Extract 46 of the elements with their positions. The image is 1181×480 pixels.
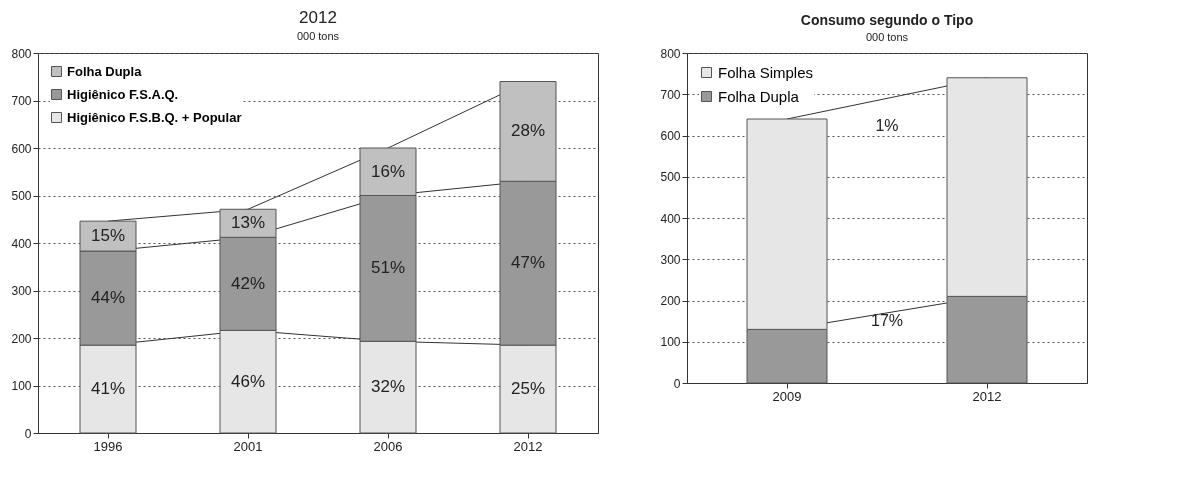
annotation: 17%: [870, 311, 904, 329]
x-tick-label: 2009: [772, 388, 802, 404]
x-tick-label: 1996: [93, 438, 123, 454]
y-tick-label: 700: [660, 87, 681, 102]
legend-label: Folha Simples: [718, 63, 814, 81]
annotation: 42%: [230, 273, 266, 293]
y-tick-label: 300: [660, 252, 681, 267]
chart-title: Consumo segundo o Tipo: [800, 12, 974, 28]
y-tick-label: 100: [11, 379, 32, 393]
annotation: 16%: [370, 161, 406, 181]
y-tick-label: 500: [660, 170, 681, 185]
y-tick-label: 0: [673, 376, 681, 391]
y-tick-label: 400: [11, 236, 32, 251]
y-axis-title: 000 tons: [296, 30, 340, 42]
annotation: 28%: [510, 121, 546, 141]
y-axis-title: 000 tons: [865, 31, 909, 43]
legend-label: Folha Dupla: [718, 87, 800, 105]
y-tick-label: 600: [660, 129, 681, 143]
annotation: 32%: [370, 377, 406, 397]
y-tick-label: 500: [11, 189, 32, 203]
annotation: 51%: [370, 258, 406, 278]
legend-label: Folha Dupla: [67, 63, 143, 79]
legend-label: Higiênico F.S.A.Q.: [67, 86, 179, 102]
y-tick-label: 300: [11, 284, 32, 298]
chart-title: 2012: [299, 8, 337, 27]
y-tick-label: 700: [11, 94, 32, 108]
annotation: 41%: [90, 379, 126, 399]
y-tick-label: 800: [660, 46, 681, 61]
y-tick-label: 100: [660, 335, 681, 350]
y-tick-label: 400: [660, 211, 681, 226]
annotation: 46%: [230, 371, 266, 391]
annotation: 47%: [510, 253, 546, 273]
annotation: 25%: [510, 379, 546, 399]
annotation: 13%: [230, 213, 266, 233]
annotation: 44%: [90, 288, 126, 308]
y-tick-label: 200: [660, 294, 681, 308]
y-tick-label: 200: [11, 331, 32, 346]
legend-label: Higiênico F.S.B.Q. + Popular: [67, 109, 242, 125]
x-tick-label: 2006: [373, 438, 403, 454]
annotation: 15%: [90, 226, 126, 246]
y-tick-label: 600: [11, 141, 32, 156]
x-tick-label: 2001: [233, 438, 263, 454]
y-tick-label: 800: [11, 46, 32, 61]
x-tick-label: 2012: [513, 438, 543, 454]
annotation: 1%: [875, 117, 899, 135]
y-tick-label: 0: [24, 426, 32, 441]
